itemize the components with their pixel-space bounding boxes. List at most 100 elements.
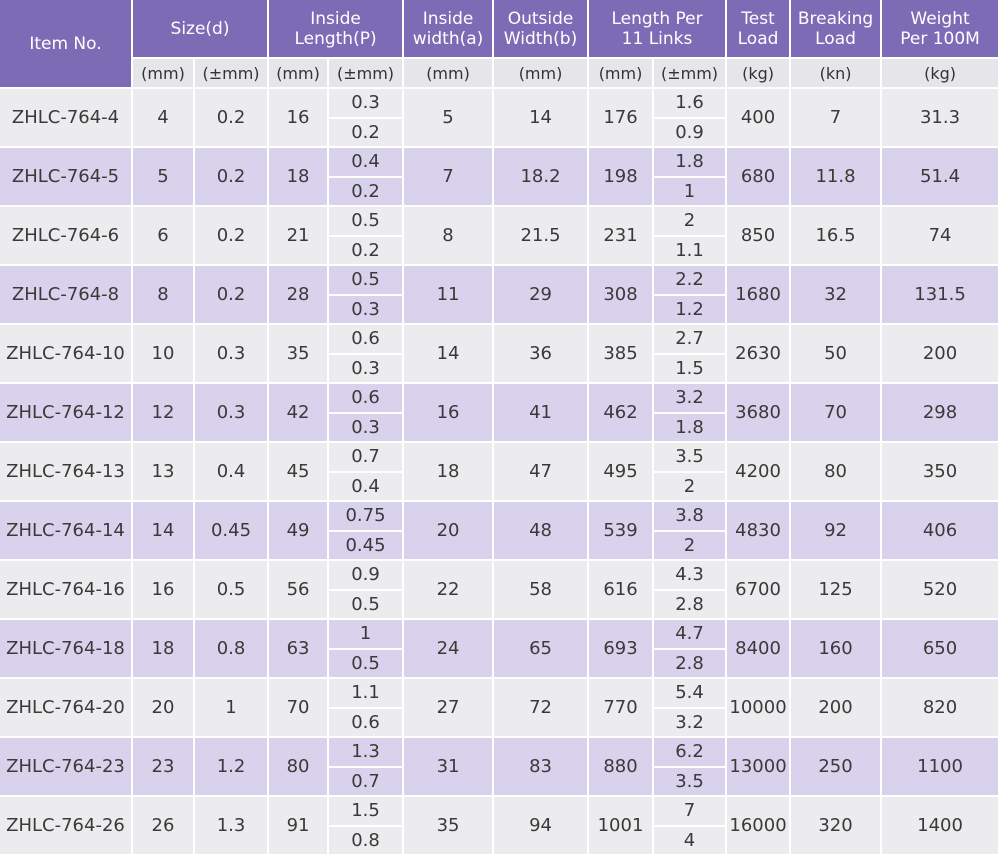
breaking-load-cell: 160 (791, 620, 883, 679)
length-tol-lower: 2.8 (654, 649, 728, 679)
unit-cell: (±mm) (195, 59, 270, 89)
length-tol-upper: 1.8 (654, 148, 728, 178)
test-load-cell: 1680 (727, 266, 792, 325)
inside-length-tol-upper: 1 (329, 620, 405, 650)
length-11-links-cell: 770 (589, 679, 655, 738)
weight-cell: 51.4 (882, 148, 1000, 207)
size-tol-cell: 0.45 (195, 502, 270, 561)
length-tol-lower: 0.9 (654, 118, 728, 148)
header-weight-line1: Weight (910, 8, 970, 29)
breaking-load-cell: 320 (791, 797, 883, 856)
weight-cell: 650 (882, 620, 1000, 679)
table-row: ZHLC-764-14 14 0.45 49 0.75 20 48 539 3.8 4830 92 4… (0, 502, 1000, 561)
item-no-cell: ZHLC-764-5 (0, 148, 133, 207)
length-11-links-cell: 462 (589, 384, 655, 443)
outside-width-cell: 14 (494, 89, 590, 148)
test-load-cell: 3680 (727, 384, 792, 443)
table-row-sub: 0.4 2 (0, 472, 1000, 502)
length-tol-upper: 1.6 (654, 89, 728, 119)
breaking-load-cell: 125 (791, 561, 883, 620)
length-tol-lower: 3.5 (654, 767, 728, 797)
length-tol-upper: 3.5 (654, 443, 728, 473)
unit-cell: (mm) (269, 59, 330, 89)
inside-width-cell: 5 (404, 89, 495, 148)
unit-cell: (kg) (882, 59, 1000, 89)
unit-cell: (kg) (727, 59, 792, 89)
table-row: ZHLC-764-13 13 0.4 45 0.7 18 47 495 3.5 4200 80 350 (0, 443, 1000, 502)
inside-length-cell: 18 (269, 148, 330, 207)
table-row: ZHLC-764-8 8 0.2 28 0.5 11 29 308 2.2 1680 32 131.5 (0, 266, 1000, 325)
inside-length-tol-lower: 0.7 (329, 767, 405, 797)
table-row-sub: 0.5 2.8 (0, 649, 1000, 679)
table-row: ZHLC-764-10 10 0.3 35 0.6 14 36 385 2.7 2630 50 200 (0, 325, 1000, 384)
size-tol-cell: 0.2 (195, 148, 270, 207)
outside-width-cell: 58 (494, 561, 590, 620)
header-row: Item No. Size(d) Inside Length(P) Inside… (0, 0, 1000, 89)
inside-width-cell: 11 (404, 266, 495, 325)
length-11-links-cell: 385 (589, 325, 655, 384)
header-weight-line2: Per 100M (900, 28, 980, 49)
weight-cell: 31.3 (882, 89, 1000, 148)
weight-cell: 200 (882, 325, 1000, 384)
size-tol-cell: 0.2 (195, 89, 270, 148)
header-breaking-load: Breaking Load (791, 0, 883, 59)
size-tol-cell: 0.2 (195, 266, 270, 325)
unit-cell: (mm) (589, 59, 655, 89)
test-load-cell: 4200 (727, 443, 792, 502)
outside-width-cell: 41 (494, 384, 590, 443)
header-inside-length-line1: Inside (310, 8, 361, 29)
inside-length-tol-lower: 0.4 (329, 472, 405, 502)
inside-width-cell: 20 (404, 502, 495, 561)
outside-width-cell: 21.5 (494, 207, 590, 266)
length-tol-upper: 3.8 (654, 502, 728, 532)
length-tol-upper: 4.3 (654, 561, 728, 591)
item-no-cell: ZHLC-764-10 (0, 325, 133, 384)
inside-length-tol-upper: 0.6 (329, 384, 405, 414)
item-no-cell: ZHLC-764-16 (0, 561, 133, 620)
inside-length-cell: 70 (269, 679, 330, 738)
header-length-per-11-links: Length Per 11 Links (589, 0, 728, 59)
item-no-cell: ZHLC-764-26 (0, 797, 133, 856)
outside-width-cell: 72 (494, 679, 590, 738)
table-row: ZHLC-764-23 23 1.2 80 1.3 31 83 880 6.2 13000 250 1… (0, 738, 1000, 797)
table-row-sub: 0.7 3.5 (0, 767, 1000, 797)
table-row: ZHLC-764-16 16 0.5 56 0.9 22 58 616 4.3 6700 125 52… (0, 561, 1000, 620)
inside-length-tol-lower: 0.3 (329, 413, 405, 443)
table-row-sub: 0.2 1 (0, 177, 1000, 207)
breaking-load-cell: 16.5 (791, 207, 883, 266)
test-load-cell: 16000 (727, 797, 792, 856)
test-load-cell: 10000 (727, 679, 792, 738)
weight-cell: 131.5 (882, 266, 1000, 325)
outside-width-cell: 48 (494, 502, 590, 561)
inside-width-cell: 8 (404, 207, 495, 266)
length-tol-upper: 2 (654, 207, 728, 237)
size-tol-cell: 0.5 (195, 561, 270, 620)
inside-width-cell: 18 (404, 443, 495, 502)
length-tol-upper: 6.2 (654, 738, 728, 768)
outside-width-cell: 47 (494, 443, 590, 502)
length-tol-lower: 1 (654, 177, 728, 207)
inside-length-tol-upper: 0.3 (329, 89, 405, 119)
inside-length-tol-lower: 0.5 (329, 590, 405, 620)
size-cell: 10 (133, 325, 195, 384)
table-row-sub: 0.2 0.9 (0, 118, 1000, 148)
inside-length-cell: 63 (269, 620, 330, 679)
table-row: ZHLC-764-20 20 1 70 1.1 27 72 770 5.4 10000 200 820 (0, 679, 1000, 738)
table-row: ZHLC-764-4 4 0.2 16 0.3 5 14 176 1.6 400 7 31.3 (0, 89, 1000, 148)
unit-cell: (mm) (494, 59, 590, 89)
weight-cell: 1100 (882, 738, 1000, 797)
header-test-load-line1: Test (741, 8, 775, 29)
length-tol-lower: 2 (654, 531, 728, 561)
table-row: ZHLC-764-18 18 0.8 63 1 24 65 693 4.7 8400 160 650 (0, 620, 1000, 679)
item-no-cell: ZHLC-764-13 (0, 443, 133, 502)
size-tol-cell: 0.2 (195, 207, 270, 266)
inside-length-cell: 91 (269, 797, 330, 856)
weight-cell: 1400 (882, 797, 1000, 856)
size-cell: 4 (133, 89, 195, 148)
inside-length-tol-upper: 0.5 (329, 207, 405, 237)
header-inside-width-line1: Inside (422, 8, 474, 29)
item-no-cell: ZHLC-764-20 (0, 679, 133, 738)
